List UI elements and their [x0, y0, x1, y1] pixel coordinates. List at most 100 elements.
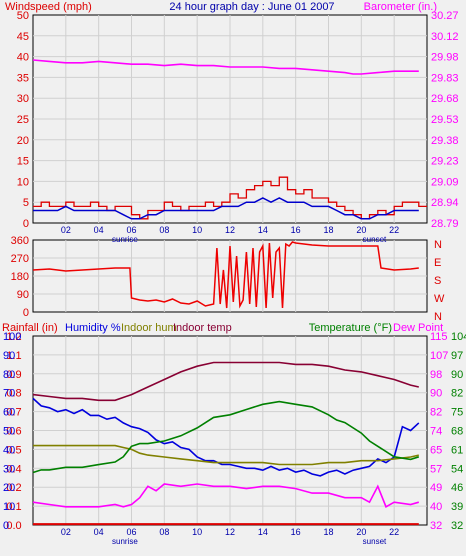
legend-rainfall: Rainfall (in) — [2, 322, 58, 334]
hour-tick-label: 22 — [389, 527, 399, 537]
compass-tick-label: E — [434, 257, 441, 269]
rainfall-tick-label: 0.7 — [6, 407, 21, 419]
barometer-tick-label: 29.53 — [431, 114, 459, 126]
direction-tick-label: 180 — [11, 271, 29, 283]
direction-tick-label: 0 — [23, 307, 29, 319]
dewpoint-tick-label: 57 — [430, 463, 442, 475]
hour-tick-label: 04 — [94, 527, 104, 537]
barometer-tick-label: 29.38 — [431, 135, 459, 147]
sunrise-label: sunrise — [112, 235, 138, 244]
barometer-tick-label: 29.68 — [431, 93, 459, 105]
temperature-tick-label: 104 — [451, 331, 466, 343]
dewpoint-tick-label: 107 — [430, 350, 448, 362]
humidity-tick-label: 10 — [3, 501, 15, 513]
rainfall-tick-label: 0.1 — [6, 501, 21, 513]
temperature-tick-label: 32 — [451, 520, 463, 532]
legend-temperature: Temperature (°F) — [309, 322, 392, 334]
temperature-series — [32, 400, 420, 474]
humidity-tick-label: 0 — [3, 520, 9, 532]
windspeed-tick-label: 50 — [17, 10, 29, 22]
temperature-tick-label: 68 — [451, 426, 463, 438]
legend-indoor-temp: Indoor temp — [173, 322, 232, 334]
legend-humidity: Humidity % — [65, 322, 121, 334]
humidity-tick-label: 50 — [3, 426, 15, 438]
rainfall-tick-label: 0.9 — [6, 369, 21, 381]
humidity-tick-label: 100 — [3, 331, 21, 343]
barometer-tick-label: 29.98 — [431, 52, 459, 64]
hour-tick-label: 12 — [225, 527, 235, 537]
hour-tick-label: 16 — [291, 225, 301, 235]
compass-tick-label: N — [434, 311, 442, 323]
dewpoint-tick-label: 32 — [430, 520, 442, 532]
humidity-tick-label: 40 — [3, 444, 15, 456]
windspeed-tick-label: 0 — [23, 218, 29, 230]
tick-labels: 02 04 06 08 10 12 14 16 18 20 22 sunrise sunset 0 2 0 4 0… — [3, 10, 466, 546]
humidity-tick-label: 70 — [3, 388, 15, 400]
indoor-temp-series — [32, 361, 419, 402]
rainfall-tick-label: 0.4 — [6, 463, 21, 475]
windspeed-tick-label: 20 — [17, 135, 29, 147]
hour-tick-label: 14 — [258, 527, 268, 537]
legend-dew-point: Dew Point — [393, 322, 443, 334]
windspeed-axis-title: Windspeed (mph) — [5, 1, 92, 13]
dew-point-series — [32, 483, 420, 508]
windspeed-tick-label: 10 — [17, 176, 29, 188]
wind-direction-series — [32, 241, 419, 309]
temperature-tick-label: 46 — [451, 482, 463, 494]
rainfall-tick-label: 1.1 — [6, 350, 21, 362]
hour-tick-label: 20 — [356, 527, 366, 537]
chart-title: 24 hour graph day : June 01 2007 — [169, 1, 334, 13]
barometer-tick-label: 29.09 — [431, 176, 459, 188]
windspeed-tick-label: 25 — [17, 114, 29, 126]
dewpoint-tick-label: 40 — [430, 501, 442, 513]
hour-tick-label: 20 — [356, 225, 366, 235]
hour-tick-label: 04 — [94, 225, 104, 235]
hour-tick-label: 06 — [126, 225, 136, 235]
hour-tick-label: 14 — [258, 225, 268, 235]
humidity-tick-label: 80 — [3, 369, 15, 381]
barometer-tick-label: 29.83 — [431, 72, 459, 84]
barometer-series — [32, 59, 419, 75]
rainfall-tick-label: 0.8 — [6, 388, 21, 400]
sunrise-label: sunrise — [112, 537, 138, 546]
barometer-tick-label: 28.94 — [431, 197, 459, 209]
legend-indoor-hum: Indoor hum — [121, 322, 177, 334]
series-lines — [32, 59, 427, 526]
sunset-label: sunset — [363, 235, 387, 244]
windspeed-tick-label: 15 — [17, 156, 29, 168]
humidity-tick-label: 60 — [3, 407, 15, 419]
temperature-tick-label: 82 — [451, 388, 463, 400]
hour-tick-label: 02 — [61, 225, 71, 235]
temperature-tick-label: 54 — [451, 463, 463, 475]
humidity-tick-label: 30 — [3, 463, 15, 475]
gust-series — [33, 197, 419, 220]
humidity-series — [32, 397, 420, 477]
barometer-tick-label: 28.79 — [431, 218, 459, 230]
hour-tick-label: 08 — [159, 225, 169, 235]
dewpoint-tick-label: 49 — [430, 482, 442, 494]
hour-tick-label: 10 — [192, 225, 202, 235]
windspeed-tick-label: 45 — [17, 31, 29, 43]
temperature-tick-label: 61 — [451, 444, 463, 456]
dewpoint-tick-label: 98 — [430, 369, 442, 381]
rainfall-tick-label: 1.2 — [6, 331, 21, 343]
temperature-tick-label: 39 — [451, 501, 463, 513]
dewpoint-tick-label: 115 — [430, 331, 448, 343]
hour-tick-label: 18 — [323, 527, 333, 537]
direction-tick-label: 360 — [11, 235, 29, 247]
compass-tick-label: W — [434, 293, 445, 305]
dewpoint-tick-label: 74 — [430, 426, 442, 438]
hour-tick-label: 18 — [323, 225, 333, 235]
windspeed-tick-label: 5 — [23, 197, 29, 209]
hour-tick-label: 16 — [291, 527, 301, 537]
compass-tick-label: N — [434, 239, 442, 251]
rainfall-tick-label: 0.0 — [6, 520, 21, 532]
direction-tick-label: 90 — [17, 289, 29, 301]
indoor-hum-series — [33, 444, 419, 466]
windspeed-tick-label: 35 — [17, 72, 29, 84]
hour-tick-label: 12 — [225, 225, 235, 235]
hour-tick-label: 10 — [192, 527, 202, 537]
temperature-tick-label: 75 — [451, 407, 463, 419]
